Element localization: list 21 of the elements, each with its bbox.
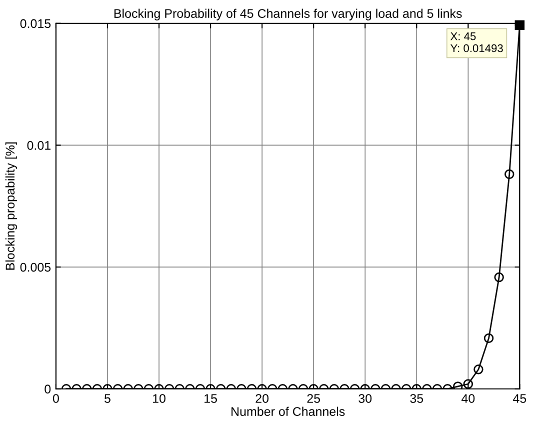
point: [504, 169, 514, 180]
x-tick-label: 25: [307, 394, 320, 403]
x-tick-label: 15: [204, 394, 217, 403]
point: [494, 272, 504, 282]
y-tick-label: 0.015: [20, 19, 51, 28]
x-tick-label: 45: [513, 394, 526, 403]
y-axis-title: Blocking propability [%]: [5, 142, 18, 270]
y-tick-label: 0: [44, 384, 51, 394]
x-tick-label: 35: [410, 394, 424, 403]
x-tick-label: 40: [461, 394, 475, 403]
chart-title: Blocking Probability of 45 Channels for varying load and 5 links: [114, 8, 462, 20]
x-tick-label: 0: [52, 394, 59, 403]
x-axis-title: Number of Channels: [232, 406, 345, 416]
annotation: X: 45 Y: 0.01493: [450, 32, 503, 52]
x-tick-label: 30: [358, 394, 372, 403]
x-tick-label: 5: [104, 394, 110, 403]
x-tick-label: 10: [153, 394, 166, 403]
y-tick-label: 0.005: [20, 262, 51, 272]
point: [452, 382, 463, 389]
y-tick-label: 0.01: [27, 141, 50, 150]
x-tick-label: 20: [256, 394, 269, 403]
